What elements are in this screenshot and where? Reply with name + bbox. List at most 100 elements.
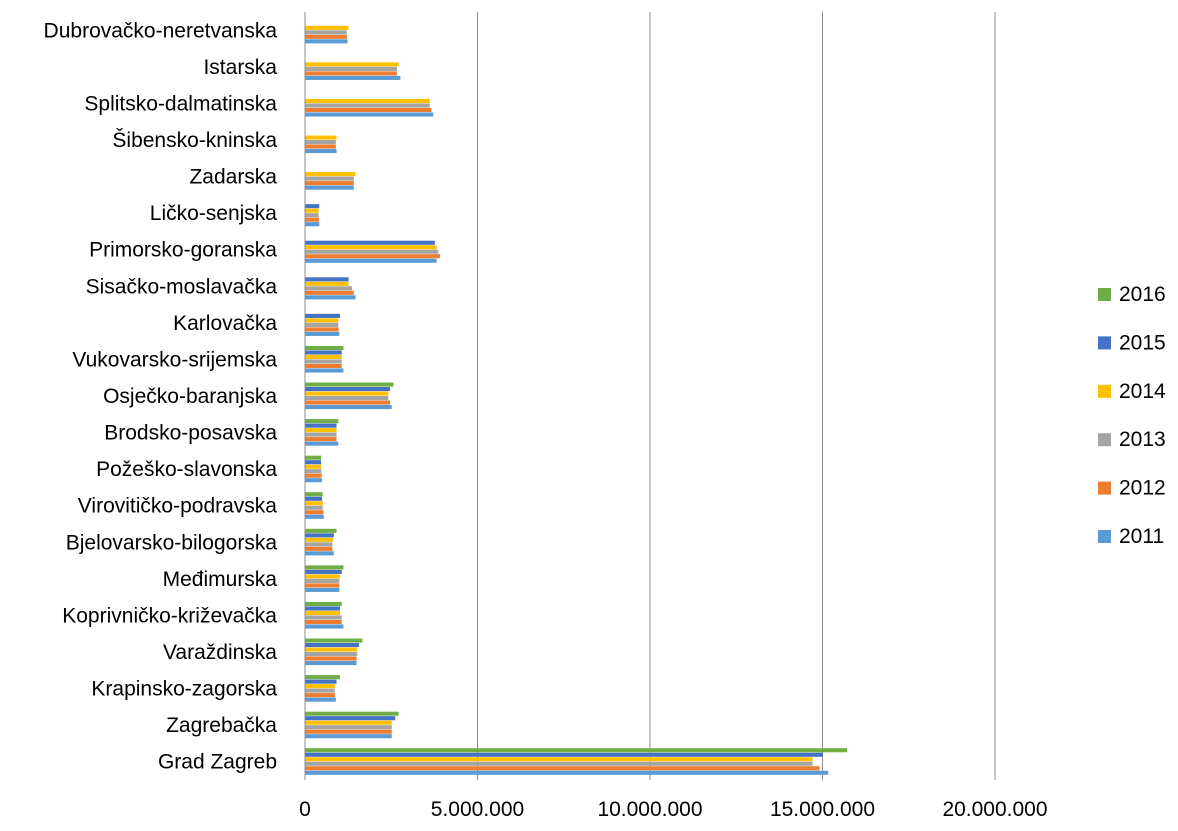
bar [305, 98, 430, 104]
category-label: Karlovačka [173, 312, 277, 335]
bar [305, 716, 396, 721]
bar [305, 354, 342, 360]
bar [305, 606, 340, 611]
bar [305, 213, 319, 218]
bar [305, 387, 391, 392]
bar [305, 542, 333, 547]
bar [305, 492, 323, 497]
category-label: Splitsko-dalmatinska [84, 92, 277, 115]
bar [305, 661, 357, 666]
bar [305, 208, 319, 213]
bar [305, 643, 359, 648]
category-label: Brodsko-posavska [104, 422, 277, 445]
bar [305, 729, 392, 734]
bar [305, 405, 392, 410]
category-label: Šibensko-kninska [112, 129, 277, 152]
legend-label: 2016 [1119, 283, 1166, 306]
category-label: Zadarska [189, 166, 277, 189]
category-label: Virovitičko-podravska [78, 495, 278, 518]
bar [305, 217, 319, 222]
category-label: Krapinsko-zagorska [91, 678, 277, 701]
bar [305, 748, 848, 753]
legend-swatch [1098, 433, 1111, 447]
bar [305, 432, 337, 437]
bar [305, 501, 323, 506]
bar [305, 455, 322, 460]
bar [305, 684, 335, 689]
bar [305, 382, 394, 387]
category-label: Koprivničko-križevačka [62, 604, 277, 627]
bar [305, 766, 820, 771]
bar [305, 652, 358, 657]
bar [305, 437, 337, 442]
category-label: Sisačko-moslavačka [86, 275, 278, 298]
bar [305, 478, 323, 483]
bar [305, 144, 336, 149]
legend-label: 2011 [1119, 525, 1164, 548]
bar [305, 473, 322, 478]
bar [305, 734, 392, 739]
bar [305, 391, 389, 396]
bar [305, 583, 340, 588]
bar [305, 770, 829, 775]
bar [305, 428, 337, 433]
bar [305, 711, 399, 716]
bar [305, 697, 336, 702]
bar [305, 222, 320, 227]
legend-swatch [1098, 481, 1111, 495]
bar [305, 761, 813, 766]
legend-label: 2013 [1119, 428, 1166, 451]
bar [305, 331, 340, 336]
bar [305, 368, 344, 373]
bar [305, 350, 342, 355]
bar [305, 537, 334, 542]
bar [305, 327, 339, 332]
bar [305, 359, 342, 364]
bar [305, 140, 336, 145]
bar [305, 185, 354, 190]
bar [305, 496, 323, 501]
legend-label: 2015 [1119, 331, 1166, 354]
bar [305, 135, 337, 140]
bar [305, 277, 349, 282]
bar [305, 176, 354, 181]
bar [305, 286, 353, 291]
category-label: Zagrebačka [166, 714, 277, 737]
bar [305, 505, 323, 510]
category-label: Požeško-slavonska [96, 458, 277, 481]
bar [305, 112, 434, 117]
bar [305, 172, 356, 177]
bar [305, 204, 320, 209]
bar [305, 679, 337, 684]
bars [305, 25, 848, 775]
bar [305, 34, 347, 39]
bar [305, 400, 391, 405]
bar [305, 688, 335, 693]
category-label: Osječko-baranjska [103, 385, 277, 408]
bar [305, 514, 324, 519]
bar [305, 464, 322, 469]
bar [305, 318, 339, 323]
bar [305, 254, 441, 259]
bar [305, 720, 392, 725]
x-tick-label: 15.000.000 [770, 798, 875, 821]
bar [305, 39, 348, 44]
legend-label: 2014 [1119, 380, 1166, 403]
category-label: Istarska [203, 56, 277, 79]
bar [305, 258, 437, 263]
bar [305, 281, 349, 286]
bar [305, 240, 435, 245]
bar [305, 30, 347, 35]
bar [305, 441, 339, 446]
bar [305, 533, 334, 538]
legend-label: 2012 [1119, 477, 1166, 500]
bar [305, 103, 430, 108]
bar [305, 528, 337, 533]
category-label: Dubrovačko-neretvanska [44, 19, 278, 42]
category-label: Vukovarsko-srijemska [72, 348, 277, 371]
bar [305, 656, 357, 661]
bar [305, 62, 399, 67]
bar [305, 578, 340, 583]
